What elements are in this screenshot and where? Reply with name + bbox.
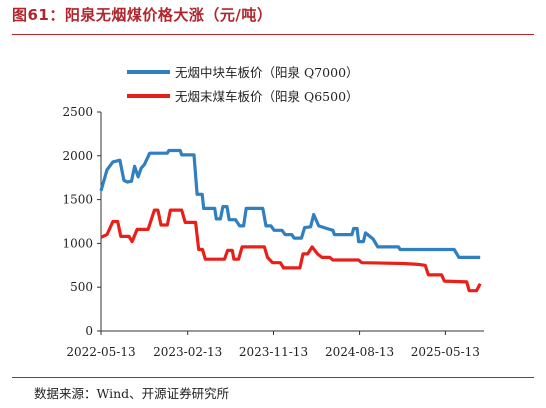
series-line-1 [99,148,481,259]
x-tick-label: 2023-02-13 [153,345,222,359]
y-tick-label: 1000 [62,236,93,250]
y-tick-label: 2500 [62,105,93,119]
x-tick-label: 2022-05-13 [66,345,135,359]
axes: 0 500 1000 1500 2000 2500 2022-05-13 2023-02-13… [62,105,484,359]
legend: 无烟中块车板价（阳泉 Q7000） 无烟末煤车板价（阳泉 Q6500） [127,65,359,104]
y-tick-label: 500 [70,280,93,294]
y-tick-label: 2000 [62,149,93,163]
x-tick-label: 2025-05-13 [411,345,480,359]
series-line-2 [100,208,482,293]
x-tick-label: 2024-08-13 [325,345,394,359]
series-layer [99,148,482,293]
x-tick-label: 2023-11-13 [239,345,308,359]
y-tick-label: 0 [85,324,93,338]
legend-label-2: 无烟末煤车板价（阳泉 Q6500） [175,89,359,104]
chart-title: 图61：阳泉无烟煤价格大涨（元/吨） [12,6,273,24]
source-note: 数据来源：Wind、开源证券研究所 [34,386,230,401]
title-divider [12,34,534,35]
legend-label-1: 无烟中块车板价（阳泉 Q7000） [175,65,359,80]
y-tick-label: 1500 [62,193,93,207]
source-divider [12,377,534,378]
